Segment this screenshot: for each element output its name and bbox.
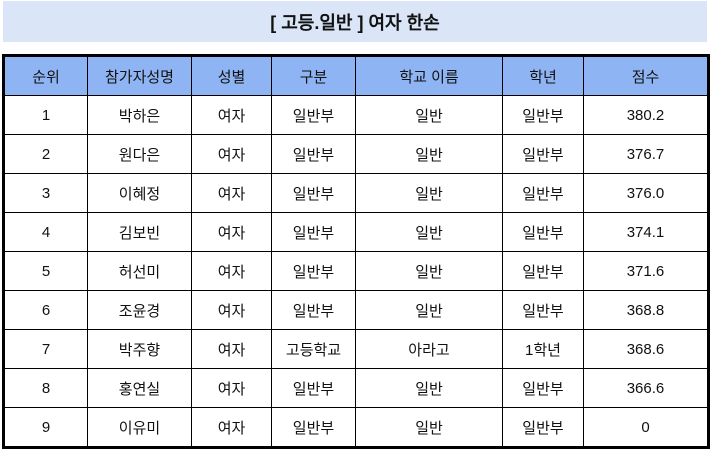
cell-name: 원다은 <box>87 134 192 174</box>
cell-grade: 일반부 <box>502 134 584 174</box>
cell-rank: 6 <box>3 290 88 330</box>
cell-score: 0 <box>583 407 709 448</box>
cell-grade: 일반부 <box>502 290 584 330</box>
cell-division: 일반부 <box>271 290 356 330</box>
cell-gender: 여자 <box>191 173 272 213</box>
cell-score: 380.2 <box>583 95 709 135</box>
column-header-division: 구분 <box>271 55 356 96</box>
cell-score: 376.7 <box>583 134 709 174</box>
cell-division: 고등학교 <box>271 329 356 369</box>
cell-rank: 8 <box>3 368 88 408</box>
table-row: 2 원다은 여자 일반부 일반 일반부 376.7 <box>3 134 709 174</box>
cell-name: 이유미 <box>87 407 192 448</box>
cell-school: 일반 <box>355 95 503 135</box>
table-row: 7 박주향 여자 고등학교 아라고 1학년 368.6 <box>3 329 709 369</box>
column-header-score: 점수 <box>583 55 709 96</box>
cell-grade: 1학년 <box>502 329 584 369</box>
cell-gender: 여자 <box>191 329 272 369</box>
column-header-gender: 성별 <box>191 55 272 96</box>
cell-rank: 4 <box>3 212 88 252</box>
cell-grade: 일반부 <box>502 173 584 213</box>
cell-score: 374.1 <box>583 212 709 252</box>
cell-score: 366.6 <box>583 368 709 408</box>
table-row: 3 이혜정 여자 일반부 일반 일반부 376.0 <box>3 173 709 213</box>
cell-name: 박주향 <box>87 329 192 369</box>
header-row: 순위 참가자성명 성별 구분 학교 이름 학년 점수 <box>3 55 709 96</box>
cell-gender: 여자 <box>191 212 272 252</box>
table-row: 5 허선미 여자 일반부 일반 일반부 371.6 <box>3 251 709 291</box>
cell-name: 이혜정 <box>87 173 192 213</box>
cell-gender: 여자 <box>191 134 272 174</box>
cell-gender: 여자 <box>191 290 272 330</box>
cell-gender: 여자 <box>191 251 272 291</box>
cell-name: 박하은 <box>87 95 192 135</box>
cell-score: 376.0 <box>583 173 709 213</box>
cell-name: 조윤경 <box>87 290 192 330</box>
cell-school: 일반 <box>355 251 503 291</box>
cell-rank: 1 <box>3 95 88 135</box>
table-row: 6 조윤경 여자 일반부 일반 일반부 368.8 <box>3 290 709 330</box>
cell-school: 일반 <box>355 212 503 252</box>
cell-grade: 일반부 <box>502 212 584 252</box>
cell-rank: 3 <box>3 173 88 213</box>
cell-school: 일반 <box>355 368 503 408</box>
cell-division: 일반부 <box>271 212 356 252</box>
cell-name: 허선미 <box>87 251 192 291</box>
cell-grade: 일반부 <box>502 368 584 408</box>
table-row: 9 이유미 여자 일반부 일반 일반부 0 <box>3 407 709 448</box>
cell-gender: 여자 <box>191 407 272 448</box>
cell-gender: 여자 <box>191 95 272 135</box>
cell-score: 368.8 <box>583 290 709 330</box>
cell-school: 일반 <box>355 134 503 174</box>
cell-school: 일반 <box>355 173 503 213</box>
cell-grade: 일반부 <box>502 251 584 291</box>
cell-school: 아라고 <box>355 329 503 369</box>
cell-rank: 2 <box>3 134 88 174</box>
cell-school: 일반 <box>355 407 503 448</box>
table-row: 1 박하은 여자 일반부 일반 일반부 380.2 <box>3 95 709 135</box>
cell-division: 일반부 <box>271 251 356 291</box>
table-row: 4 김보빈 여자 일반부 일반 일반부 374.1 <box>3 212 709 252</box>
page-title: [ 고등.일반 ] 여자 한손 <box>3 1 707 42</box>
cell-score: 368.6 <box>583 329 709 369</box>
column-header-name: 참가자성명 <box>87 55 192 96</box>
cell-score: 371.6 <box>583 251 709 291</box>
table-row: 8 홍연실 여자 일반부 일반 일반부 366.6 <box>3 368 709 408</box>
cell-name: 홍연실 <box>87 368 192 408</box>
cell-division: 일반부 <box>271 368 356 408</box>
results-table: 순위 참가자성명 성별 구분 학교 이름 학년 점수 1 박하은 여자 일반부 일반 일반부 380.2… <box>2 54 710 449</box>
cell-name: 김보빈 <box>87 212 192 252</box>
cell-division: 일반부 <box>271 407 356 448</box>
cell-rank: 5 <box>3 251 88 291</box>
cell-division: 일반부 <box>271 95 356 135</box>
column-header-rank: 순위 <box>3 55 88 96</box>
cell-division: 일반부 <box>271 134 356 174</box>
cell-gender: 여자 <box>191 368 272 408</box>
cell-grade: 일반부 <box>502 95 584 135</box>
cell-grade: 일반부 <box>502 407 584 448</box>
cell-rank: 9 <box>3 407 88 448</box>
column-header-grade: 학년 <box>502 55 584 96</box>
cell-school: 일반 <box>355 290 503 330</box>
cell-division: 일반부 <box>271 173 356 213</box>
cell-rank: 7 <box>3 329 88 369</box>
column-header-school: 학교 이름 <box>355 55 503 96</box>
